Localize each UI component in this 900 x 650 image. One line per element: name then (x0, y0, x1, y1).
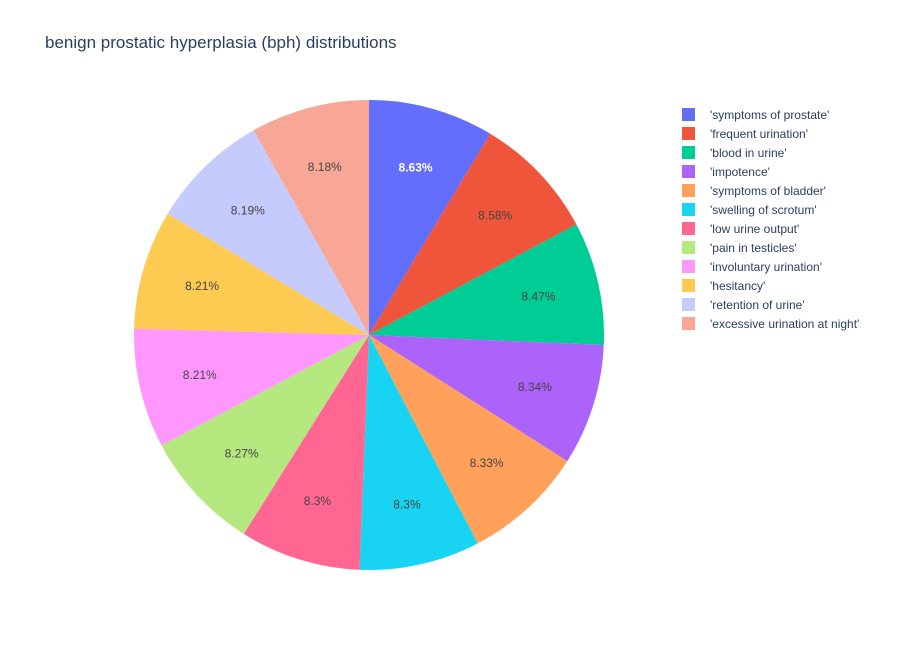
legend-label: 'hesitancy' (710, 278, 766, 293)
legend-swatch (682, 184, 695, 197)
legend-label: 'pain in testicles' (710, 240, 797, 255)
slice-percent-label: 8.21% (185, 279, 219, 293)
legend-item[interactable]: 'symptoms of bladder' (682, 181, 859, 200)
legend-item[interactable]: 'impotence' (682, 162, 859, 181)
pie-slice[interactable] (253, 100, 369, 335)
slice-percent-label: 8.58% (478, 208, 512, 222)
legend-label: 'blood in urine' (710, 145, 787, 160)
legend-label: 'symptoms of prostate' (710, 107, 830, 122)
slice-percent-label: 8.19% (231, 203, 265, 217)
legend-swatch (682, 108, 695, 121)
pie-slice[interactable] (134, 213, 369, 335)
slice-percent-label: 8.18% (308, 160, 342, 174)
legend-label: 'low urine output' (710, 221, 800, 236)
legend: 'symptoms of prostate' 'frequent urinatio… (682, 105, 859, 333)
legend-item[interactable]: 'swelling of scrotum' (682, 200, 859, 219)
legend-swatch (682, 260, 695, 273)
legend-swatch (682, 279, 695, 292)
legend-item[interactable]: 'excessive urination at night' (682, 314, 859, 333)
legend-item[interactable]: 'pain in testicles' (682, 238, 859, 257)
pie-slice[interactable] (243, 335, 369, 570)
legend-label: 'excessive urination at night' (710, 316, 860, 331)
pie-slice[interactable] (133, 328, 369, 446)
slice-percent-label: 8.3% (393, 498, 421, 512)
slice-percent-label: 8.27% (225, 446, 259, 460)
pie-slice[interactable] (369, 335, 568, 544)
pie-slice[interactable] (369, 133, 577, 335)
legend-swatch (682, 203, 695, 216)
slice-percent-label: 8.3% (304, 494, 332, 508)
legend-swatch (682, 317, 695, 330)
slice-percent-label: 8.34% (518, 380, 552, 394)
chart-title: benign prostatic hyperplasia (bph) distr… (45, 33, 397, 52)
legend-item[interactable]: 'involuntary urination' (682, 257, 859, 276)
legend-label: 'swelling of scrotum' (710, 202, 817, 217)
legend-swatch (682, 165, 695, 178)
slice-percent-label: 8.33% (470, 456, 504, 470)
legend-swatch (682, 222, 695, 235)
slice-percent-label: 8.63% (399, 160, 433, 174)
legend-label: 'frequent urination' (710, 126, 808, 141)
pie-slice[interactable] (369, 335, 604, 462)
legend-label: 'impotence' (710, 164, 770, 179)
legend-item[interactable]: 'frequent urination' (682, 124, 859, 143)
legend-item[interactable]: 'low urine output' (682, 219, 859, 238)
legend-swatch (682, 127, 695, 140)
legend-item[interactable]: 'symptoms of prostate' (682, 105, 859, 124)
pie-slice[interactable] (167, 130, 369, 335)
legend-label: 'symptoms of bladder' (710, 183, 826, 198)
slice-percent-label: 8.21% (183, 368, 217, 382)
legend-item[interactable]: 'blood in urine' (682, 143, 859, 162)
legend-item[interactable]: 'retention of urine' (682, 295, 859, 314)
legend-item[interactable]: 'hesitancy' (682, 276, 859, 295)
legend-swatch (682, 146, 695, 159)
pie-slice[interactable] (161, 335, 369, 534)
legend-label: 'involuntary urination' (710, 259, 822, 274)
pie-slice[interactable] (369, 100, 491, 335)
legend-label: 'retention of urine' (710, 297, 805, 312)
legend-swatch (682, 298, 695, 311)
slice-percent-label: 8.47% (522, 289, 556, 303)
pie-slice[interactable] (369, 224, 605, 345)
pie-slice[interactable] (359, 335, 478, 570)
legend-swatch (682, 241, 695, 254)
